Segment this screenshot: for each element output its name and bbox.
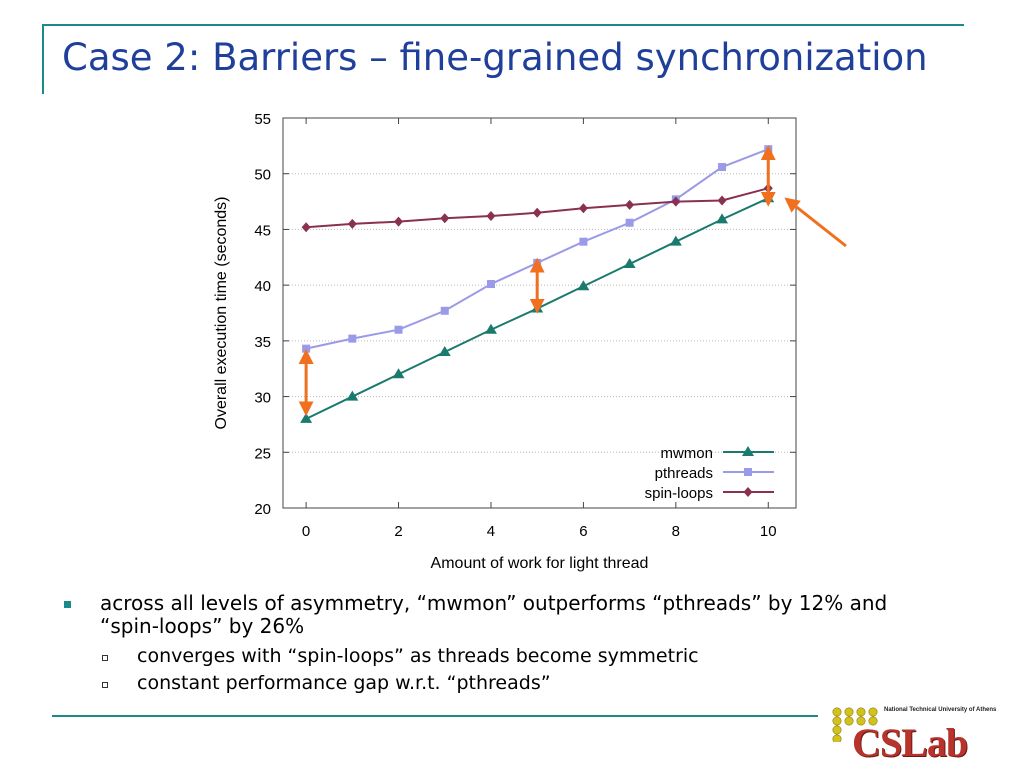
data-point-mwmon bbox=[716, 213, 729, 224]
logo-dot bbox=[868, 716, 878, 726]
data-point-spin-loops bbox=[717, 195, 727, 206]
legend-marker bbox=[742, 446, 754, 456]
data-point-pthreads bbox=[625, 218, 634, 227]
y-tick-label: 20 bbox=[254, 501, 271, 518]
x-axis-label: Amount of work for light thread bbox=[431, 555, 649, 572]
data-point-pthreads bbox=[486, 280, 495, 289]
y-axis-label: Overall execution time (seconds) bbox=[213, 197, 230, 430]
data-point-spin-loops bbox=[486, 211, 496, 222]
title-left-rule bbox=[42, 24, 44, 94]
bullet-item: across all levels of asymmetry, “mwmon” … bbox=[60, 592, 940, 638]
x-tick-label: 4 bbox=[487, 523, 495, 540]
x-tick-label: 2 bbox=[394, 523, 402, 540]
logo-subtitle: National Technical University of Athens bbox=[884, 707, 997, 713]
data-point-spin-loops bbox=[671, 196, 681, 207]
data-point-mwmon bbox=[669, 235, 682, 246]
data-point-spin-loops bbox=[578, 203, 588, 214]
data-point-mwmon bbox=[300, 412, 313, 423]
data-point-spin-loops bbox=[347, 218, 357, 229]
data-point-mwmon bbox=[346, 390, 359, 401]
logo-dot bbox=[832, 734, 842, 742]
data-point-mwmon bbox=[577, 280, 590, 291]
footer-rule bbox=[52, 715, 818, 717]
legend-marker bbox=[743, 487, 753, 497]
sub-bullet-item: converges with “spin-loops” as threads b… bbox=[60, 644, 940, 668]
series-line-spin-loops bbox=[306, 187, 769, 229]
y-tick-label: 25 bbox=[254, 445, 271, 462]
logo-dot bbox=[856, 707, 866, 717]
y-tick-label: 45 bbox=[254, 222, 271, 239]
logo-dot bbox=[832, 707, 842, 717]
data-point-spin-loops bbox=[625, 199, 635, 210]
legend-label: mwmon bbox=[660, 445, 713, 462]
slide-title: Case 2: Barriers – fine-grained synchron… bbox=[62, 36, 928, 79]
logo-dot bbox=[844, 707, 854, 717]
sub-bullet-text: converges with “spin-loops” as threads b… bbox=[137, 645, 699, 667]
x-tick-label: 8 bbox=[672, 523, 680, 540]
sub-bullet-item: constant performance gap w.r.t. “pthread… bbox=[60, 671, 940, 695]
logo-text: CSLab bbox=[852, 720, 968, 765]
data-point-spin-loops bbox=[532, 207, 542, 218]
logo-dot bbox=[868, 707, 878, 717]
series-pthreads bbox=[302, 145, 773, 353]
data-point-pthreads bbox=[718, 163, 727, 172]
plot-frame bbox=[282, 117, 797, 509]
bullet-text: across all levels of asymmetry, “mwmon” … bbox=[100, 591, 888, 638]
series-spin-loops bbox=[301, 183, 773, 233]
sub-bullet-text: constant performance gap w.r.t. “pthread… bbox=[137, 672, 551, 694]
data-point-pthreads bbox=[579, 237, 588, 246]
legend: mwmon pthreads spin-loops bbox=[645, 445, 774, 502]
y-tick-label: 40 bbox=[254, 278, 271, 295]
data-point-mwmon bbox=[484, 323, 497, 334]
data-point-mwmon bbox=[392, 368, 405, 379]
data-point-mwmon bbox=[623, 257, 636, 268]
data-point-pthreads bbox=[394, 325, 403, 334]
data-point-pthreads bbox=[302, 344, 311, 353]
data-point-mwmon bbox=[438, 346, 451, 356]
title-top-rule bbox=[42, 24, 964, 26]
x-tick-label: 10 bbox=[760, 523, 777, 540]
y-tick-label: 30 bbox=[254, 390, 271, 407]
x-tick-label: 6 bbox=[579, 523, 587, 540]
legend-marker bbox=[744, 468, 752, 476]
legend-label: pthreads bbox=[655, 465, 713, 482]
y-tick-label: 55 bbox=[254, 111, 271, 128]
data-point-pthreads bbox=[348, 334, 357, 343]
logo-dot bbox=[832, 716, 842, 726]
logo-dots-icon bbox=[832, 707, 878, 742]
bullet-list: across all levels of asymmetry, “mwmon” … bbox=[60, 592, 940, 695]
x-tick-label: 0 bbox=[302, 523, 310, 540]
logo-dot bbox=[856, 716, 866, 726]
y-tick-label: 35 bbox=[254, 334, 271, 351]
convergence-pointer-arrow bbox=[784, 197, 847, 248]
execution-time-chart: 20 25 30 35 40 45 50 55 0 2 4 6 8 10 Amount of work fo… bbox=[213, 111, 847, 572]
series-line-pthreads bbox=[305, 148, 769, 350]
data-point-spin-loops bbox=[301, 222, 311, 233]
hollow-square-bullet-icon bbox=[102, 682, 108, 688]
square-bullet-icon bbox=[64, 601, 71, 608]
hollow-square-bullet-icon bbox=[102, 655, 108, 661]
y-tick-label: 50 bbox=[254, 167, 271, 184]
data-point-pthreads bbox=[440, 306, 449, 315]
logo-dot bbox=[832, 725, 842, 735]
data-point-spin-loops bbox=[440, 213, 450, 224]
cslab-logo: National Technical University of Athens … bbox=[830, 706, 1010, 765]
legend-label: spin-loops bbox=[645, 485, 713, 502]
data-point-spin-loops bbox=[394, 216, 404, 227]
logo-dot bbox=[844, 716, 854, 726]
